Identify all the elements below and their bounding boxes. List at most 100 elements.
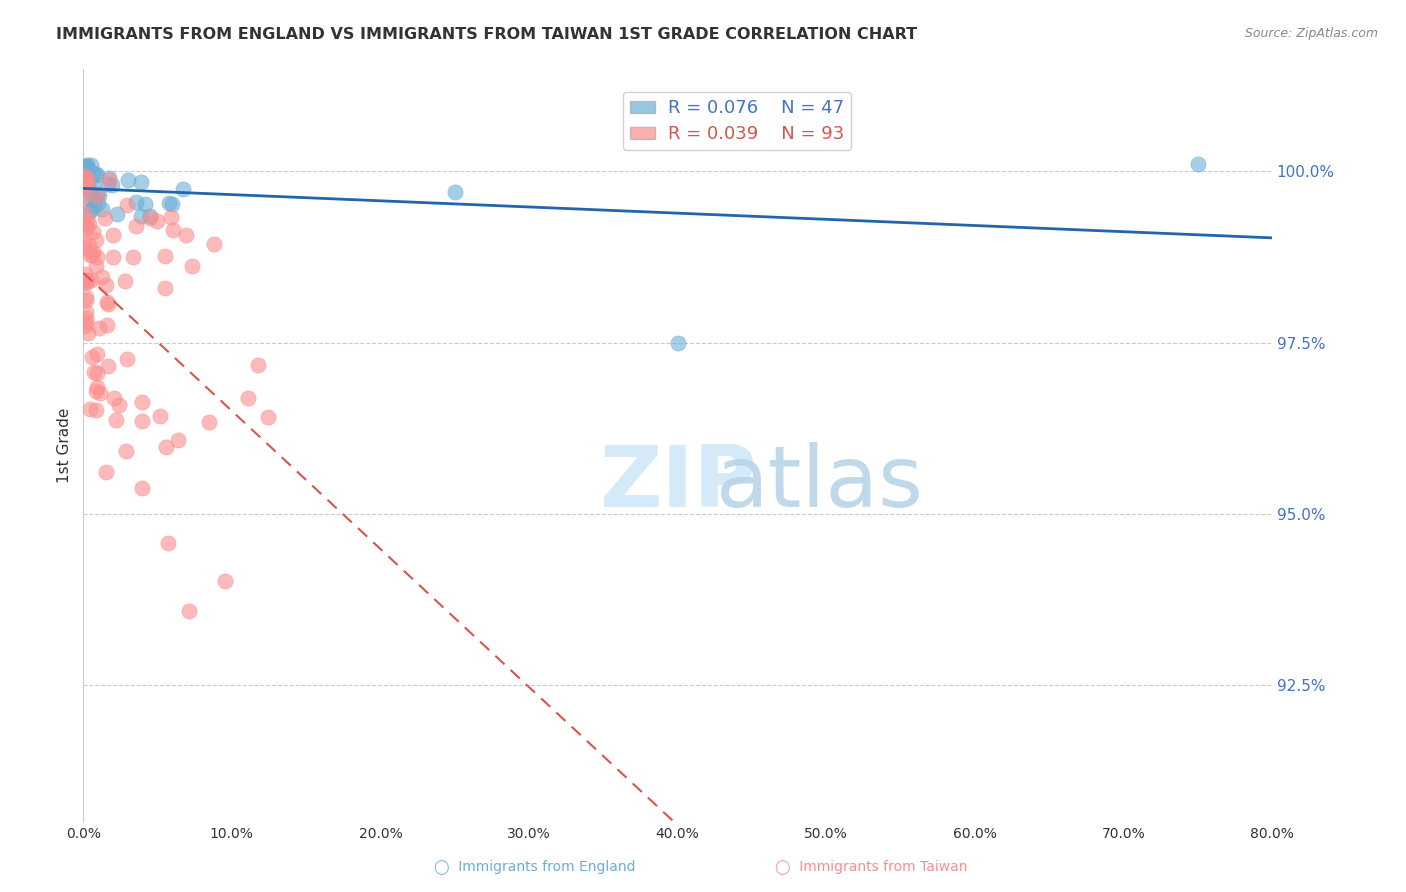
- Point: [73, 170, 96, 185]
- Point: [73, 223, 96, 237]
- Point: [73, 179, 96, 194]
- Point: [83, 366, 105, 380]
- Point: [138, 211, 160, 225]
- Point: [198, 415, 221, 429]
- Point: [1187, 157, 1209, 171]
- Point: [87, 195, 110, 210]
- Point: [131, 394, 153, 409]
- Point: [73, 169, 96, 183]
- Point: [94, 211, 117, 225]
- Point: [86, 186, 108, 201]
- Point: [76, 178, 98, 192]
- Point: [108, 397, 131, 411]
- Point: [246, 358, 269, 372]
- Legend: R = 0.076    N = 47, R = 0.039    N = 93: R = 0.076 N = 47, R = 0.039 N = 93: [623, 92, 851, 150]
- Point: [76, 273, 98, 287]
- Point: [131, 481, 153, 495]
- Point: [86, 188, 108, 202]
- Point: [73, 182, 96, 196]
- Point: [90, 202, 112, 216]
- Point: [179, 604, 201, 618]
- Point: [73, 319, 96, 334]
- Text: ◯  Immigrants from England: ◯ Immigrants from England: [433, 859, 636, 874]
- Point: [101, 227, 124, 242]
- Point: [75, 159, 97, 173]
- Point: [131, 414, 153, 428]
- Point: [76, 160, 98, 174]
- Point: [155, 249, 177, 263]
- Point: [139, 209, 162, 223]
- Point: [122, 250, 145, 264]
- Point: [76, 169, 98, 183]
- Point: [72, 241, 94, 255]
- Point: [86, 347, 108, 361]
- Point: [157, 196, 180, 211]
- Point: [90, 269, 112, 284]
- Point: [129, 175, 152, 189]
- Point: [181, 259, 204, 273]
- Text: ◯  Immigrants from Taiwan: ◯ Immigrants from Taiwan: [776, 859, 967, 874]
- Point: [134, 196, 156, 211]
- Point: [75, 218, 97, 232]
- Point: [103, 391, 125, 405]
- Point: [80, 248, 103, 262]
- Point: [72, 190, 94, 204]
- Point: [162, 223, 184, 237]
- Point: [84, 259, 107, 273]
- Point: [76, 311, 98, 326]
- Point: [101, 250, 124, 264]
- Point: [214, 574, 236, 589]
- Point: [155, 441, 177, 455]
- Point: [82, 179, 104, 194]
- Point: [73, 160, 96, 174]
- Point: [156, 536, 179, 550]
- Point: [75, 179, 97, 194]
- Text: IMMIGRANTS FROM ENGLAND VS IMMIGRANTS FROM TAIWAN 1ST GRADE CORRELATION CHART: IMMIGRANTS FROM ENGLAND VS IMMIGRANTS FR…: [56, 27, 917, 42]
- Y-axis label: 1st Grade: 1st Grade: [58, 408, 72, 483]
- Point: [75, 290, 97, 304]
- Point: [82, 225, 104, 239]
- Text: Source: ZipAtlas.com: Source: ZipAtlas.com: [1244, 27, 1378, 40]
- Point: [146, 214, 169, 228]
- Point: [666, 335, 689, 350]
- Point: [149, 409, 172, 424]
- Point: [73, 169, 96, 184]
- Point: [82, 245, 104, 260]
- Point: [76, 158, 98, 172]
- Point: [83, 199, 105, 213]
- Point: [84, 233, 107, 247]
- Point: [76, 212, 98, 227]
- Point: [80, 272, 103, 286]
- Point: [98, 170, 121, 185]
- Point: [79, 192, 101, 206]
- Text: ZIP: ZIP: [599, 442, 756, 524]
- Point: [125, 219, 148, 233]
- Point: [105, 412, 128, 426]
- Point: [75, 293, 97, 307]
- Point: [75, 316, 97, 330]
- Point: [73, 178, 96, 192]
- Point: [166, 433, 188, 447]
- Point: [84, 167, 107, 181]
- Point: [256, 409, 278, 424]
- Point: [115, 351, 138, 366]
- Point: [72, 176, 94, 190]
- Point: [124, 195, 146, 210]
- Point: [202, 236, 225, 251]
- Point: [86, 366, 108, 380]
- Point: [96, 294, 118, 309]
- Point: [75, 267, 97, 281]
- Point: [131, 209, 153, 223]
- Point: [84, 193, 107, 207]
- Point: [160, 197, 183, 211]
- Point: [87, 188, 110, 202]
- Point: [73, 236, 96, 251]
- Point: [84, 384, 107, 398]
- Point: [76, 167, 98, 181]
- Point: [115, 197, 138, 211]
- Point: [101, 178, 124, 193]
- Point: [96, 465, 118, 479]
- Point: [75, 304, 97, 318]
- Point: [86, 250, 108, 264]
- Point: [76, 175, 98, 189]
